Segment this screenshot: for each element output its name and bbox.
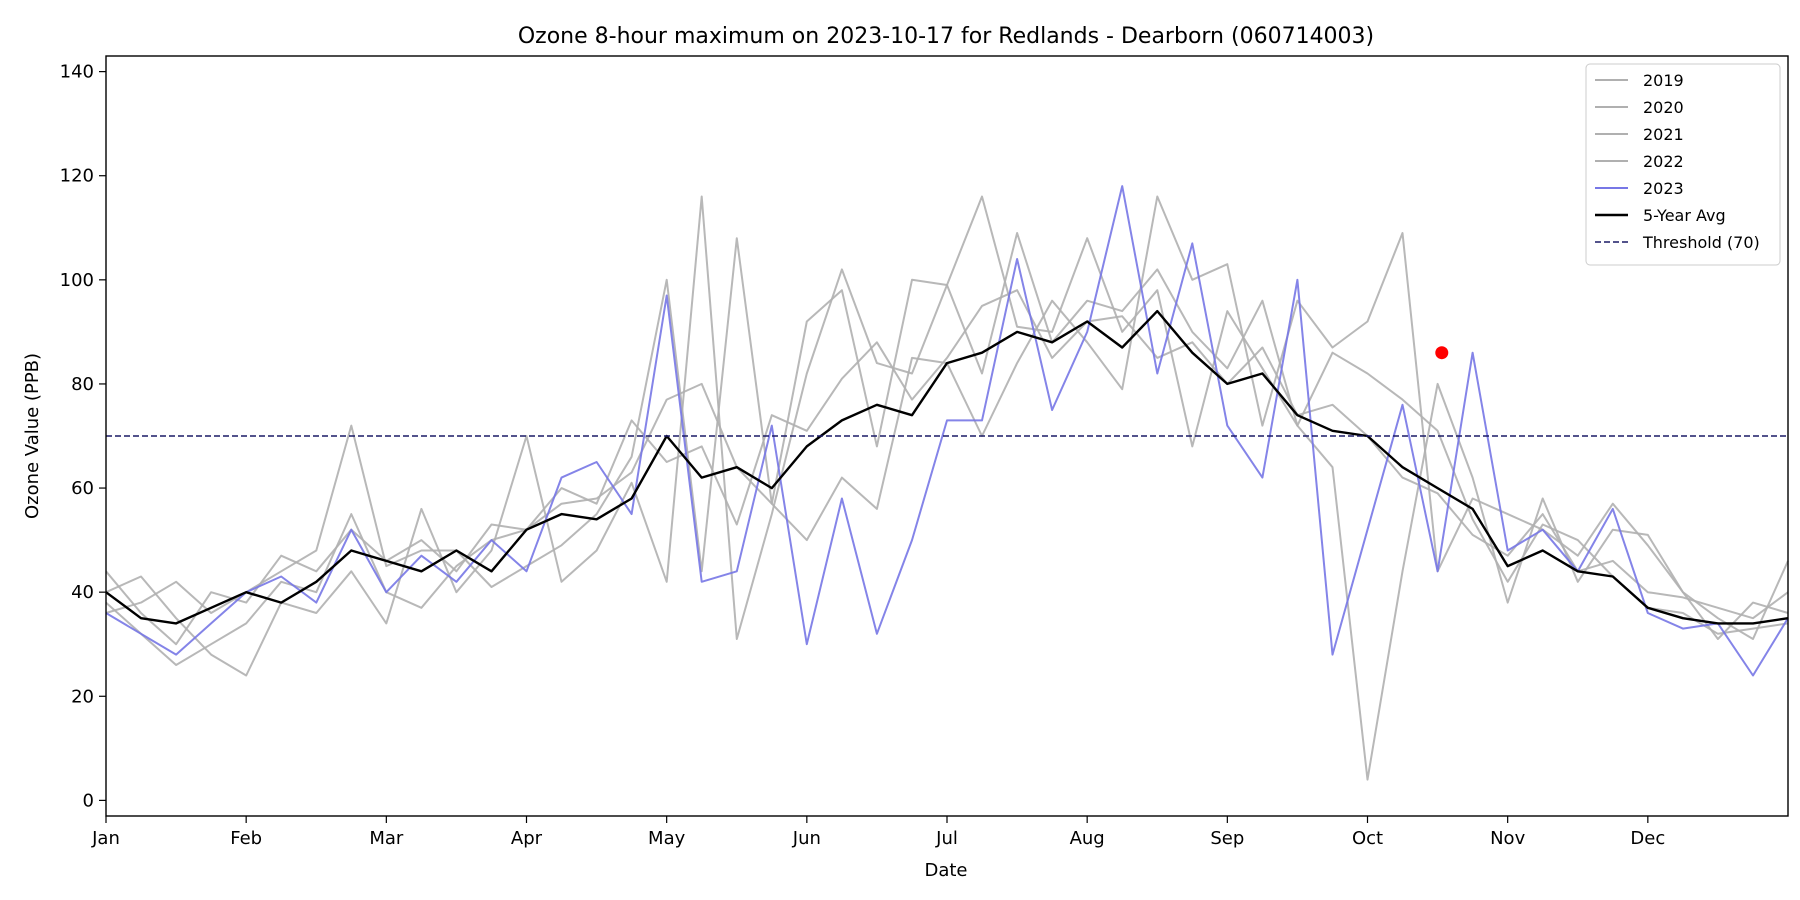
highlight-layer — [1435, 346, 1449, 360]
y-tick-label: 0 — [83, 790, 94, 811]
legend-label: 2021 — [1643, 125, 1684, 144]
legend: 2019 2020 2021 2022 2023 5-Year Avg Threshold … — [1585, 63, 1781, 266]
x-tick-label: Feb — [230, 828, 262, 849]
y-axis-label: Ozone Value (PPB) — [22, 353, 43, 519]
y-tick-label: 40 — [71, 582, 94, 603]
y-tick-label: 140 — [60, 62, 94, 83]
x-tick-label: Oct — [1352, 828, 1383, 849]
legend-label: 2023 — [1643, 179, 1684, 198]
highlight-point — [1435, 346, 1449, 360]
y-tick-label: 120 — [60, 166, 94, 187]
legend-label: 2020 — [1643, 98, 1684, 117]
series-line-2022 — [105, 195, 1789, 781]
legend-label: Threshold (70) — [1642, 233, 1760, 252]
legend-label: 2022 — [1643, 152, 1684, 171]
plot-lines — [105, 185, 1789, 781]
series-line-5-year-avg — [105, 309, 1789, 625]
x-tick-label: May — [648, 828, 686, 849]
legend-box — [1585, 63, 1781, 266]
x-tick-label: Jun — [792, 828, 821, 849]
legend-label: 2019 — [1643, 71, 1684, 90]
x-tick-label: Jan — [91, 828, 120, 849]
y-tick-label: 60 — [71, 478, 94, 499]
y-axis-ticks: 0 20 40 60 80 100 120 140 — [60, 62, 106, 811]
y-tick-label: 100 — [60, 270, 94, 291]
x-tick-label: Jul — [935, 828, 958, 849]
x-tick-label: Sep — [1210, 828, 1244, 849]
legend-label: 5-Year Avg — [1643, 206, 1726, 225]
chart-title: Ozone 8-hour maximum on 2023-10-17 for R… — [518, 24, 1374, 49]
x-axis-ticks: Jan Feb Mar Apr May Jun Jul Aug Sep Oct Nov Dec — [91, 816, 1665, 849]
x-tick-label: Apr — [511, 828, 543, 849]
x-tick-label: Mar — [369, 828, 404, 849]
x-tick-label: Dec — [1630, 828, 1665, 849]
x-axis-label: Date — [924, 860, 967, 881]
y-tick-label: 20 — [71, 686, 94, 707]
y-tick-label: 80 — [71, 374, 94, 395]
x-tick-label: Nov — [1490, 828, 1525, 849]
series-line-2023 — [105, 185, 1789, 677]
x-tick-label: Aug — [1070, 828, 1105, 849]
